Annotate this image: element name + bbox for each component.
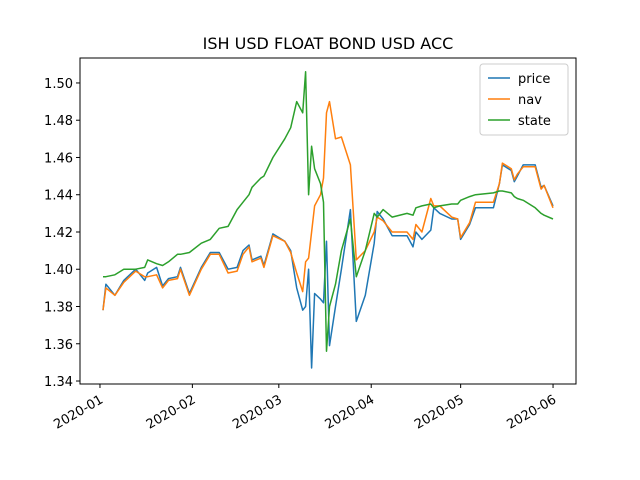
legend-box: [479, 63, 569, 136]
y-tick-label: 1.44: [44, 189, 73, 204]
x-tick-label: 2020-01: [51, 392, 106, 432]
chart-title: ISH USD FLOAT BOND USD ACC: [203, 34, 454, 53]
line: [103, 71, 554, 352]
legend-label: nav: [518, 93, 542, 108]
x-tick-label: 2020-03: [230, 392, 285, 432]
y-tick-label: 1.34: [44, 375, 73, 390]
y-tick-label: 1.48: [44, 114, 73, 129]
y-tick-label: 1.36: [44, 338, 73, 353]
legend-label: price: [518, 72, 550, 87]
y-tick-label: 1.40: [44, 263, 73, 278]
legend-label: state: [518, 114, 551, 129]
x-tick-label: 2020-04: [323, 392, 378, 432]
y-tick-label: 1.50: [44, 77, 73, 92]
line: [102, 100, 554, 311]
x-tick-label: 2020-02: [144, 392, 199, 432]
axes-frame: [79, 57, 577, 385]
y-tick-label: 1.42: [44, 226, 73, 241]
x-tick-label: 2020-06: [504, 392, 559, 432]
legend: price nav state: [479, 63, 569, 136]
y-tick-label: 1.38: [44, 301, 73, 316]
x-tick-label: 2020-05: [412, 392, 467, 432]
y-tick-label: 1.46: [44, 151, 73, 166]
